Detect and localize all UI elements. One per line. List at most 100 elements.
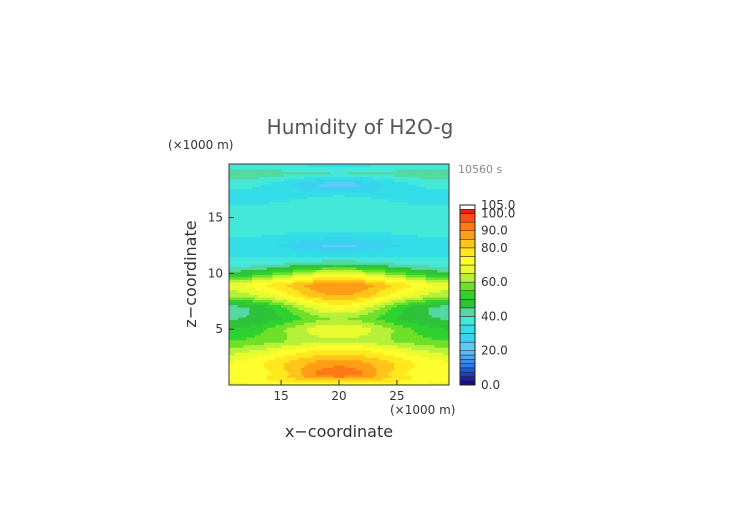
- heatmap-cell: [310, 349, 314, 353]
- heatmap-cell: [440, 332, 444, 336]
- heatmap-cell: [295, 374, 299, 378]
- heatmap-cell: [379, 289, 383, 293]
- heatmap-cell: [292, 344, 296, 348]
- heatmap-cell: [301, 334, 305, 338]
- heatmap-cell: [295, 364, 299, 368]
- heatmap-cell: [382, 249, 386, 253]
- heatmap-cell: [440, 344, 444, 348]
- heatmap-cell: [414, 337, 418, 341]
- heatmap-cell: [399, 319, 404, 323]
- heatmap-cell: [359, 379, 363, 383]
- heatmap-cell: [394, 241, 398, 245]
- heatmap-cell: [396, 261, 401, 265]
- heatmap-cell: [347, 261, 351, 265]
- heatmap-cell: [330, 239, 334, 243]
- heatmap-cell: [396, 362, 401, 366]
- heatmap-cell: [414, 349, 418, 353]
- heatmap-cell: [327, 284, 331, 288]
- heatmap-cell: [257, 317, 262, 321]
- heatmap-cell: [243, 261, 247, 265]
- heatmap-cell: [443, 287, 447, 290]
- heatmap-cell: [298, 279, 302, 283]
- heatmap-cell: [255, 221, 259, 225]
- heatmap-cell: [269, 294, 273, 298]
- heatmap-cell: [336, 302, 340, 306]
- heatmap-cell: [255, 344, 259, 348]
- heatmap-cell: [382, 284, 386, 288]
- heatmap-cell: [330, 344, 334, 348]
- heatmap-cell: [422, 229, 427, 233]
- heatmap-cell: [275, 241, 279, 245]
- heatmap-cell: [420, 312, 424, 316]
- heatmap-cell: [370, 299, 375, 303]
- heatmap-cell: [272, 359, 276, 363]
- heatmap-cell: [422, 362, 427, 366]
- heatmap-cell: [385, 329, 389, 333]
- heatmap-cell: [443, 322, 447, 326]
- heatmap-cell: [359, 319, 363, 323]
- heatmap-cell: [376, 324, 380, 328]
- heatmap-cell: [321, 354, 325, 358]
- heatmap-cell: [330, 324, 334, 328]
- heatmap-cell: [434, 244, 438, 248]
- heatmap-cell: [269, 277, 273, 280]
- heatmap-cell: [359, 344, 363, 348]
- heatmap-cell: [399, 364, 404, 368]
- heatmap-cell: [318, 349, 323, 353]
- heatmap-cell: [391, 224, 395, 228]
- heatmap-cell: [391, 367, 395, 371]
- heatmap-cell: [312, 367, 317, 371]
- heatmap-cell: [396, 231, 401, 235]
- heatmap-cell: [411, 221, 415, 225]
- heatmap-cell: [318, 261, 323, 265]
- heatmap-cell: [420, 254, 424, 258]
- heatmap-cell: [284, 354, 288, 358]
- heatmap-cell: [255, 374, 259, 378]
- heatmap-cell: [350, 279, 354, 283]
- heatmap-cell: [260, 337, 265, 341]
- heatmap-cell: [330, 309, 334, 313]
- heatmap-cell: [394, 377, 398, 381]
- heatmap-cell: [344, 377, 349, 381]
- heatmap-cell: [229, 367, 233, 371]
- heatmap-cell: [266, 337, 270, 341]
- heatmap-cell: [405, 254, 409, 258]
- heatmap-cell: [353, 339, 357, 343]
- heatmap-cell: [356, 372, 360, 376]
- heatmap-cell: [402, 261, 406, 265]
- heatmap-cell: [362, 284, 366, 288]
- heatmap-cell: [272, 379, 276, 383]
- heatmap-cell: [327, 359, 331, 363]
- heatmap-cell: [286, 307, 291, 311]
- heatmap-cell: [440, 246, 444, 250]
- heatmap-cell: [434, 307, 438, 311]
- heatmap-cell: [289, 324, 294, 328]
- heatmap-cell: [263, 244, 268, 248]
- heatmap-cell: [422, 367, 427, 371]
- heatmap-cell: [344, 292, 349, 295]
- heatmap-cell: [443, 332, 447, 336]
- heatmap-cell: [246, 337, 250, 341]
- heatmap-cell: [373, 289, 378, 293]
- heatmap-cell: [373, 299, 378, 303]
- heatmap-cell: [408, 377, 412, 381]
- heatmap-cell: [367, 292, 372, 295]
- heatmap-cell: [440, 319, 444, 323]
- heatmap-cell: [339, 294, 343, 298]
- heatmap-cell: [425, 264, 430, 268]
- heatmap-cell: [266, 334, 270, 338]
- heatmap-cell: [255, 332, 259, 336]
- heatmap-cell: [417, 277, 421, 280]
- heatmap-cell: [315, 364, 320, 368]
- heatmap-cell: [446, 231, 450, 235]
- heatmap-cell: [315, 314, 320, 318]
- heatmap-cell: [408, 254, 412, 258]
- heatmap-cell: [431, 359, 435, 363]
- heatmap-cell: [237, 334, 241, 338]
- heatmap-cell: [359, 251, 363, 255]
- heatmap-cell: [443, 349, 447, 353]
- heatmap-cell: [281, 314, 285, 318]
- heatmap-cell: [408, 339, 412, 343]
- heatmap-cell: [405, 269, 409, 273]
- heatmap-cell: [353, 317, 357, 321]
